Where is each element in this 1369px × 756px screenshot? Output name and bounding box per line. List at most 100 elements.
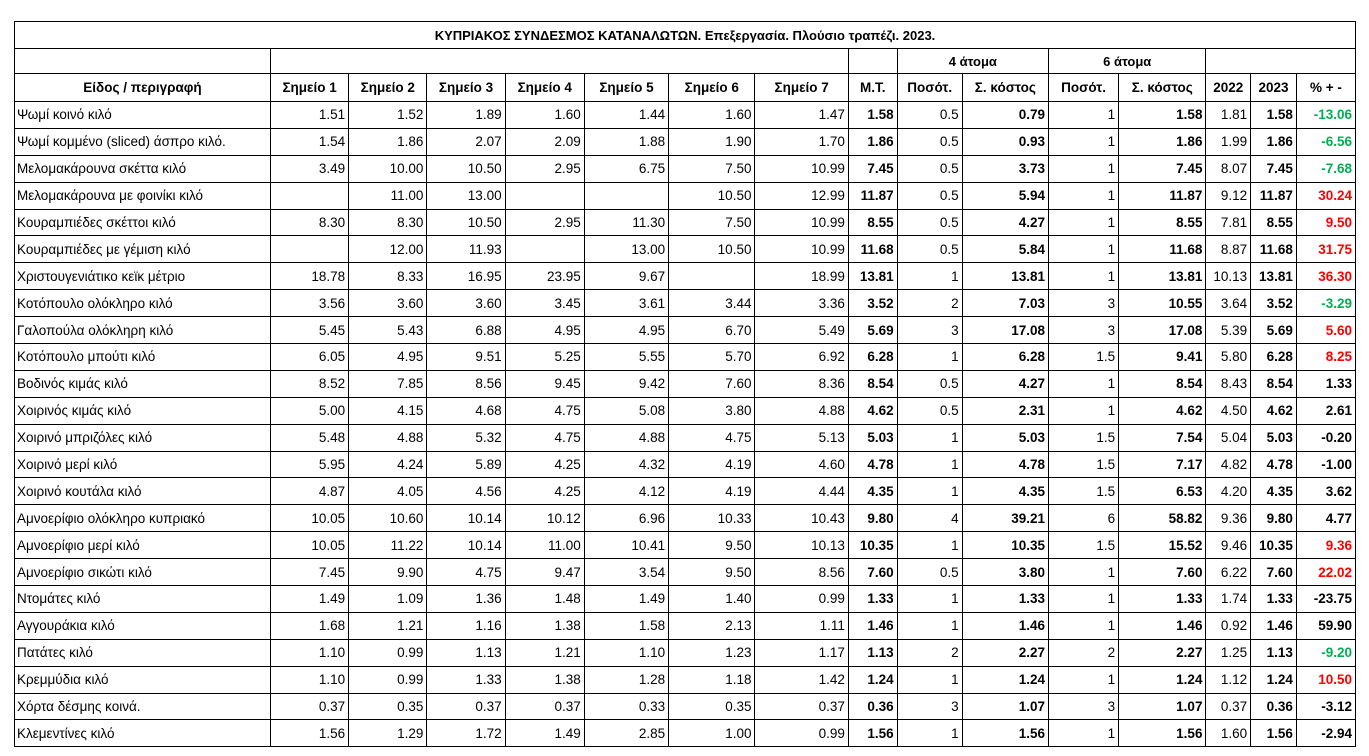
item-description: Κουραμπιέδες σκέττοι κιλό xyxy=(14,208,271,237)
table-cell: 2.31 xyxy=(961,396,1050,425)
table-cell: 3.54 xyxy=(583,558,670,587)
table-cell: 7.54 xyxy=(1118,423,1207,452)
table-row: Κοτόπουλο μπούτι κιλό 6.05 4.95 9.51 5.25 5.5… xyxy=(14,343,1357,371)
table-cell: 3.45 xyxy=(504,289,585,318)
table-cell: 1.5 xyxy=(1048,450,1120,479)
table-cell: 4.75 xyxy=(668,423,756,452)
table-cell: 6.70 xyxy=(668,316,756,345)
table-cell: 8.07 xyxy=(1205,154,1252,183)
column-header-row: Είδος / περιγραφή Σημείο 1 Σημείο 2 Σημε… xyxy=(14,73,1357,102)
table-cell: 8.87 xyxy=(1205,235,1252,264)
table-cell: 1.38 xyxy=(504,611,585,640)
table-cell: 10.99 xyxy=(754,208,849,237)
table-cell: 0.93 xyxy=(961,127,1050,156)
table-row: Αγγουράκια κιλό 1.68 1.21 1.16 1.38 1.58 2.13 1… xyxy=(14,611,1357,640)
table-cell: 17.08 xyxy=(1118,316,1207,345)
item-description: Χριστουγενιάτικο κεϊκ μέτριο xyxy=(14,262,271,291)
table-row: Αμνοερίφιο ολόκληρο κυπριακό 10.05 10.60 10… xyxy=(14,504,1357,533)
table-cell: 0.35 xyxy=(668,692,756,721)
table-cell: 4.75 xyxy=(504,423,585,452)
table-row: Κρεμμύδια κιλό 1.10 0.99 1.33 1.38 1.28 1.18 1.… xyxy=(14,665,1357,694)
table-cell: 9.45 xyxy=(504,369,585,398)
table-cell: 1.56 xyxy=(847,719,898,748)
table-cell: 4.78 xyxy=(1250,450,1297,479)
table-cell: 10.14 xyxy=(426,531,506,560)
table-cell: 4.35 xyxy=(847,477,898,506)
table-cell: 1.58 xyxy=(1250,101,1297,129)
table-cell: 1.42 xyxy=(754,665,849,694)
table-cell: 5.25 xyxy=(504,343,585,371)
table-cell: 8.56 xyxy=(754,558,849,587)
table-cell: 8.56 xyxy=(426,369,506,398)
group-header-4-people: 4 άτομα xyxy=(896,48,1050,74)
table-cell: 6.28 xyxy=(847,343,898,371)
table-cell: 7.60 xyxy=(668,369,756,398)
table-cell: 7.17 xyxy=(1118,450,1207,479)
item-description: Μελομακάρουνα σκέττα κιλό xyxy=(14,154,271,183)
percent-change: 30.24 xyxy=(1295,181,1357,210)
table-cell: 18.78 xyxy=(269,262,350,291)
table-cell: 7.45 xyxy=(1118,154,1207,183)
table-cell: 1 xyxy=(1048,396,1120,425)
table-cell: 1.46 xyxy=(961,611,1050,640)
table-cell: 0.5 xyxy=(896,101,963,129)
table-cell: 5.00 xyxy=(269,396,350,425)
percent-change: -6.56 xyxy=(1295,127,1357,156)
table-row: Μελομακάρουνα με φοινίκι κιλό 11.00 13.00 1… xyxy=(14,181,1357,210)
table-row: Κουραμπιέδες σκέττοι κιλό 8.30 8.30 10.50 2.… xyxy=(14,208,1357,237)
table-cell: 1 xyxy=(1048,719,1120,748)
table-cell: 1.33 xyxy=(1118,585,1207,613)
table-row: Χοιρινό μπριζόλες κιλό 5.48 4.88 5.32 4.75 4.… xyxy=(14,423,1357,452)
table-cell: 1.88 xyxy=(583,127,670,156)
table-cell: 1 xyxy=(896,343,963,371)
table-cell: 1.5 xyxy=(1048,423,1120,452)
table-cell: 4 xyxy=(896,504,963,533)
table-cell: 7.60 xyxy=(847,558,898,587)
column-header: Είδος / περιγραφή xyxy=(14,73,271,102)
table-cell: 5.94 xyxy=(961,181,1050,210)
table-cell: 10.35 xyxy=(847,531,898,560)
table-cell: 1.07 xyxy=(961,692,1050,721)
table-cell: 5.04 xyxy=(1205,423,1252,452)
table-cell: 1 xyxy=(1048,611,1120,640)
table-cell: 6 xyxy=(1048,504,1120,533)
table-cell: 1.60 xyxy=(1205,719,1252,748)
table-cell: 10.50 xyxy=(668,235,756,264)
table-cell: 5.39 xyxy=(1205,316,1252,345)
percent-change: 10.50 xyxy=(1295,665,1357,694)
table-cell: 5.45 xyxy=(269,316,350,345)
table-cell: 4.24 xyxy=(348,450,428,479)
table-cell: 11.68 xyxy=(1118,235,1207,264)
empty-cell xyxy=(1205,48,1356,74)
table-cell: 3.49 xyxy=(269,154,350,183)
table-cell: 0.5 xyxy=(896,154,963,183)
table-cell: 2.27 xyxy=(1118,638,1207,667)
column-header: Σ. κόστος xyxy=(961,73,1050,102)
table-cell: 7.50 xyxy=(668,208,756,237)
table-row: Αμνοερίφιο σικώτι κιλό 7.45 9.90 4.75 9.47 3.… xyxy=(14,558,1357,587)
table-cell: 7.03 xyxy=(961,289,1050,318)
table-cell: 1 xyxy=(896,585,963,613)
table-cell: 12.99 xyxy=(754,181,849,210)
column-header: 2022 xyxy=(1205,73,1252,102)
table-cell: 1 xyxy=(1048,369,1120,398)
table-cell: 3 xyxy=(1048,692,1120,721)
table-cell: 3.80 xyxy=(668,396,756,425)
percent-change: -0.20 xyxy=(1295,423,1357,452)
table-cell: 1 xyxy=(1048,127,1120,156)
column-header: Σημείο 1 xyxy=(269,73,350,102)
table-cell: 9.47 xyxy=(504,558,585,587)
table-cell: 1.33 xyxy=(426,665,506,694)
table-cell: 1.68 xyxy=(269,611,350,640)
table-cell: 1 xyxy=(896,423,963,452)
table-cell: 1.86 xyxy=(1250,127,1297,156)
table-cell: 3.60 xyxy=(426,289,506,318)
table-cell: 17.08 xyxy=(961,316,1050,345)
table-cell: 0.5 xyxy=(896,127,963,156)
table-cell: 5.80 xyxy=(1205,343,1252,371)
table-cell: 4.87 xyxy=(269,477,350,506)
table-cell: 11.93 xyxy=(426,235,506,264)
item-description: Κουραμπιέδες με γέμιση κιλό xyxy=(14,235,271,264)
table-cell: 4.62 xyxy=(1118,396,1207,425)
percent-change: 9.36 xyxy=(1295,531,1357,560)
